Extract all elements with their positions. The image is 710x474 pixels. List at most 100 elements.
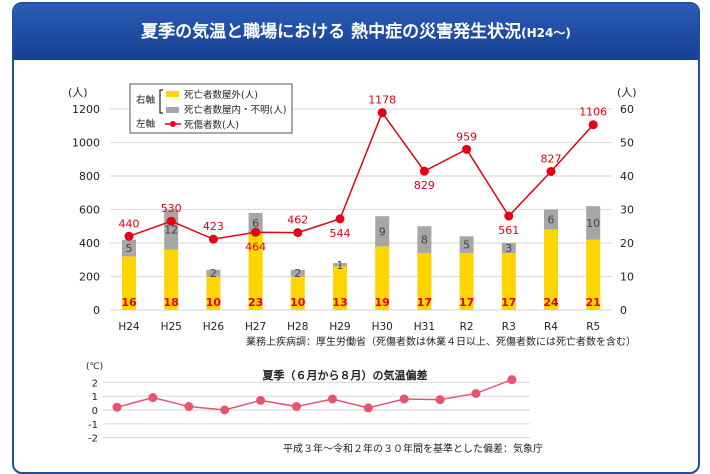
bar-indoor-label: 6 [548, 214, 555, 227]
left-tick-label: 400 [79, 237, 100, 250]
title-suffix: (H24〜) [521, 26, 571, 40]
bar-outdoor [164, 249, 179, 310]
bar-indoor-label: 10 [586, 217, 600, 230]
category-label: H29 [329, 321, 350, 333]
right-tick-label: 20 [620, 237, 634, 250]
bar-indoor [290, 269, 305, 277]
bar-outdoor [459, 253, 474, 310]
bar-outdoor-label: 23 [248, 296, 263, 309]
legend-swatch-point [170, 121, 176, 127]
category-label: R5 [586, 321, 600, 333]
temp-point [471, 388, 481, 398]
category-label: R2 [460, 321, 474, 333]
source-note-temp: 平成３年～令和２年の３０年間を基準とした偏差：気象庁 [283, 442, 543, 455]
casualties-line [128, 111, 594, 240]
bar-outdoor [248, 232, 263, 310]
category-label: R3 [502, 321, 516, 333]
category-label: H30 [372, 321, 393, 333]
bar-indoor-label: 3 [505, 242, 512, 255]
left-tick-label: 800 [79, 170, 100, 183]
bar-outdoor [333, 266, 347, 310]
temp-point [256, 395, 266, 405]
casualties-point [419, 166, 429, 176]
bar-outdoor-label: 17 [417, 296, 432, 309]
bar-outdoor-label: 18 [164, 296, 179, 309]
left-tick-label: 1200 [72, 103, 100, 116]
legend-box [129, 83, 293, 134]
bar-outdoor [544, 229, 558, 310]
category-label: H27 [245, 321, 266, 333]
temp-point [112, 402, 122, 412]
bar-outdoor-label: 21 [586, 296, 601, 309]
casualties-label: 959 [456, 130, 477, 143]
bar-outdoor-label: 17 [459, 296, 474, 309]
bar-indoor [206, 269, 221, 277]
bar-outdoor-label: 17 [501, 296, 516, 309]
casualties-point [124, 231, 134, 241]
temp-point [292, 402, 301, 412]
legend-bracket [159, 89, 163, 114]
right-tick-label: 10 [620, 271, 634, 284]
bar-outdoor-label: 16 [121, 296, 137, 309]
casualties-label: 462 [287, 214, 308, 227]
bar-outdoor [375, 246, 390, 310]
bar-outdoor-label: 24 [543, 296, 559, 309]
temp-axis-unit: (℃) [86, 362, 103, 372]
casualties-label: 1178 [368, 94, 396, 107]
legend-entry: 死傷者数(人) [184, 119, 239, 131]
category-label: H31 [414, 321, 435, 333]
category-label: R4 [544, 321, 558, 333]
bar-indoor [375, 216, 390, 247]
casualties-point [462, 144, 472, 154]
left-tick-label: 1000 [72, 137, 100, 150]
casualties-point [546, 166, 556, 176]
bar-indoor [122, 239, 136, 257]
casualties-label: 464 [245, 240, 266, 253]
category-label: H26 [203, 321, 225, 333]
bar-outdoor-label: 10 [206, 296, 222, 309]
bar-outdoor [586, 239, 601, 310]
bar-indoor-label: 12 [164, 224, 178, 237]
right-tick-label: 0 [620, 304, 627, 317]
casualties-label: 561 [498, 224, 519, 237]
temp-point [507, 375, 517, 385]
casualties-label: 440 [119, 217, 140, 230]
category-label: H28 [287, 321, 308, 333]
casualties-label: 829 [414, 179, 435, 192]
temp-point [399, 394, 409, 404]
bar-indoor [501, 243, 516, 254]
bar-indoor [333, 263, 347, 267]
legend-right-axis: 右軸 [136, 94, 155, 106]
source-note-main: 業務上疾病調：厚生労働省（死傷者数は休業４日以上、死傷者数には死亡者数を含む） [246, 335, 636, 348]
right-tick-label: 50 [620, 137, 634, 150]
temp-tick-label: 2 [92, 378, 98, 389]
bar-indoor-label: 6 [252, 217, 259, 230]
bar-outdoor-label: 10 [290, 296, 306, 309]
temp-point [435, 395, 445, 405]
bar-outdoor-label: 19 [375, 296, 390, 309]
bar-indoor [417, 226, 432, 254]
temp-point [220, 405, 230, 415]
casualties-point [335, 214, 345, 224]
casualties-label: 827 [541, 152, 562, 165]
bar-indoor-label: 9 [379, 225, 386, 238]
right-tick-label: 40 [620, 170, 634, 183]
casualties-point [504, 211, 514, 221]
temp-point [184, 402, 194, 412]
bar-outdoor-label: 13 [332, 296, 347, 309]
legend-entry: 死亡者数屋外(人) [184, 89, 258, 101]
right-tick-label: 30 [620, 204, 634, 217]
left-axis-unit: (人) [68, 86, 88, 99]
legend-left-axis: 左軸 [136, 118, 155, 130]
category-label: H24 [118, 321, 140, 333]
casualties-label: 1106 [579, 106, 607, 119]
bar-indoor [544, 209, 558, 230]
left-tick-label: 200 [79, 271, 100, 284]
bar-indoor-label: 2 [294, 267, 301, 280]
casualties-point [251, 227, 261, 237]
temp-point [148, 393, 158, 403]
temp-point [363, 403, 373, 413]
left-tick-label: 600 [79, 204, 100, 217]
legend-entry: 死亡者数屋内・不明(人) [184, 104, 286, 116]
